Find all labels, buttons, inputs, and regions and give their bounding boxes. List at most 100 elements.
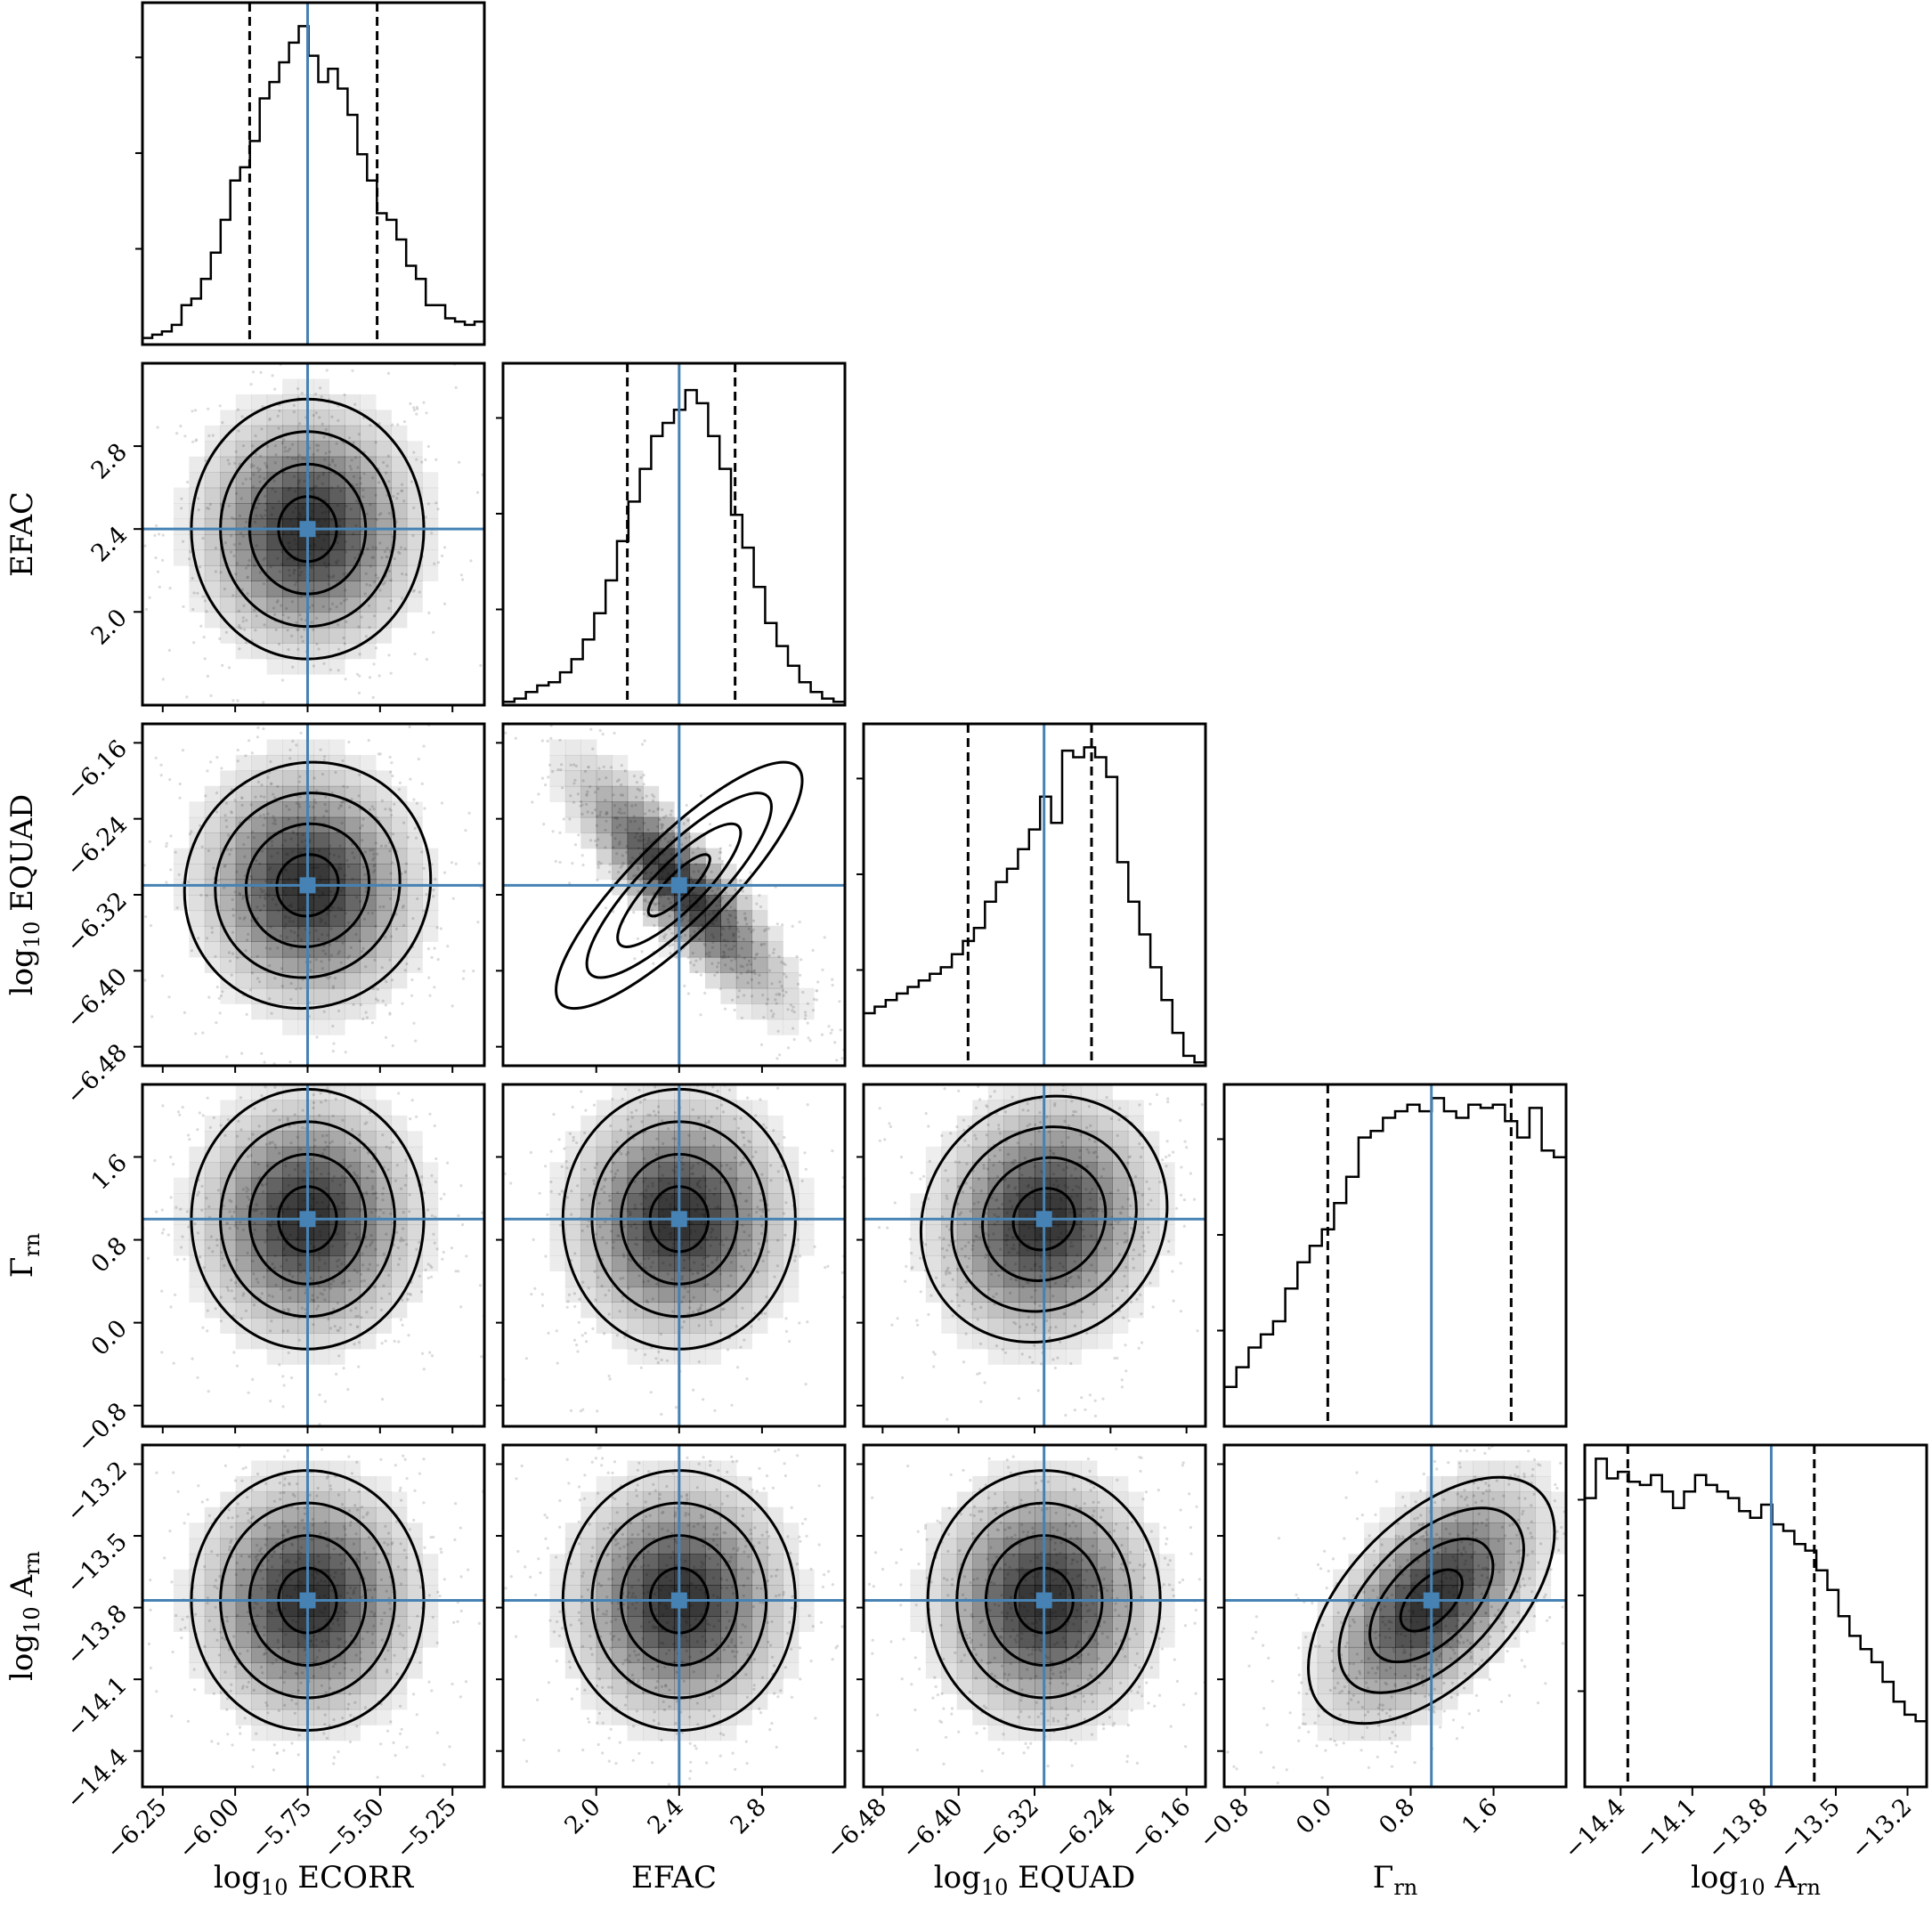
- scatter-point: [625, 1153, 629, 1157]
- scatter-point: [258, 467, 262, 471]
- scatter-point: [612, 793, 615, 797]
- scatter-point: [273, 977, 277, 980]
- density-cell: [251, 1239, 268, 1256]
- scatter-point: [803, 1017, 808, 1020]
- density-cell: [360, 456, 377, 473]
- scatter-point: [381, 1187, 386, 1190]
- density-cell: [235, 770, 252, 787]
- scatter-point: [403, 1183, 407, 1187]
- scatter-point: [1020, 1352, 1024, 1356]
- scatter-point: [397, 1092, 401, 1095]
- scatter-point: [272, 606, 276, 610]
- scatter-point: [598, 728, 602, 733]
- scatter-point: [1141, 1231, 1145, 1235]
- density-cell: [344, 770, 361, 787]
- scatter-point: [339, 961, 343, 964]
- density-cell: [751, 941, 768, 958]
- scatter-point: [750, 930, 753, 934]
- density-cell: [596, 864, 613, 881]
- scatter-point: [746, 1096, 750, 1100]
- scatter-point: [188, 1138, 191, 1141]
- scatter-point: [660, 1358, 663, 1361]
- scatter-point: [239, 627, 243, 630]
- density-cell: [235, 910, 252, 927]
- scatter-point: [227, 697, 230, 700]
- scatter-point: [560, 1059, 563, 1062]
- scatter-point: [749, 962, 753, 966]
- scatter-point: [487, 1267, 490, 1270]
- scatter-point: [638, 1100, 643, 1104]
- scatter-point: [767, 969, 772, 972]
- scatter-point: [599, 862, 603, 865]
- scatter-point: [1003, 1351, 1008, 1354]
- scatter-point: [497, 797, 499, 800]
- scatter-point: [204, 459, 207, 463]
- scatter-point: [429, 1264, 433, 1268]
- scatter-point: [964, 1280, 968, 1284]
- scatter-point: [181, 1235, 184, 1238]
- scatter-point: [621, 1276, 625, 1280]
- density-cell: [643, 1177, 660, 1194]
- density-cell: [329, 1317, 345, 1334]
- scatter-point: [737, 935, 741, 938]
- scatter-point: [365, 340, 368, 343]
- scatter-point: [1034, 1123, 1037, 1126]
- density-cell: [235, 425, 252, 442]
- density-cell: [580, 1286, 597, 1303]
- scatter-point: [616, 1169, 620, 1173]
- scatter-point: [321, 1152, 324, 1156]
- scatter-point: [711, 1085, 715, 1089]
- density-cell: [596, 848, 613, 865]
- scatter-point: [404, 1158, 408, 1162]
- scatter-point: [692, 1388, 695, 1392]
- density-cell: [375, 1115, 392, 1132]
- density-cell: [549, 785, 566, 802]
- density-cell: [564, 816, 581, 833]
- scatter-point: [719, 850, 723, 854]
- density-cell: [612, 1286, 629, 1303]
- scatter-point: [451, 897, 455, 900]
- scatter-point: [710, 1115, 713, 1118]
- scatter-point: [584, 1108, 588, 1112]
- density-cell: [344, 518, 361, 535]
- scatter-point: [412, 409, 417, 412]
- scatter-point: [994, 1344, 999, 1348]
- density-cell: [783, 1019, 800, 1035]
- density-cell: [189, 1208, 206, 1225]
- scatter-point: [384, 1003, 387, 1007]
- scatter-point: [238, 647, 241, 651]
- density-cell: [220, 518, 237, 535]
- scatter-point: [215, 810, 219, 814]
- scatter-point: [312, 1323, 315, 1327]
- scatter-point: [281, 1329, 285, 1333]
- scatter-point: [190, 949, 193, 953]
- density-cell: [375, 987, 392, 1004]
- scatter-point: [619, 1277, 622, 1280]
- scatter-point: [1200, 1103, 1204, 1107]
- density-cell: [689, 879, 706, 896]
- scatter-point: [402, 499, 406, 503]
- scatter-point: [199, 565, 202, 569]
- scatter-point: [1069, 1275, 1073, 1279]
- scatter-point: [1065, 1300, 1068, 1304]
- scatter-point: [1124, 1231, 1127, 1235]
- density-cell: [220, 1317, 237, 1334]
- scatter-point: [1109, 1222, 1113, 1227]
- scatter-point: [487, 1223, 490, 1226]
- scatter-point: [633, 957, 637, 961]
- density-cell: [704, 1177, 721, 1194]
- scatter-point: [312, 805, 315, 809]
- density-cell: [329, 1100, 345, 1116]
- scatter-point: [367, 1268, 370, 1271]
- scatter-point: [729, 1274, 733, 1278]
- density-cell: [220, 910, 237, 927]
- scatter-point: [411, 534, 415, 538]
- scatter-point: [742, 1161, 745, 1165]
- scatter-point: [366, 547, 369, 551]
- scatter-point: [557, 1192, 562, 1196]
- density-cell: [297, 770, 314, 787]
- scatter-point: [1117, 1051, 1120, 1054]
- density-cell: [329, 410, 345, 426]
- scatter-point: [661, 1119, 664, 1123]
- scatter-point: [319, 1292, 322, 1295]
